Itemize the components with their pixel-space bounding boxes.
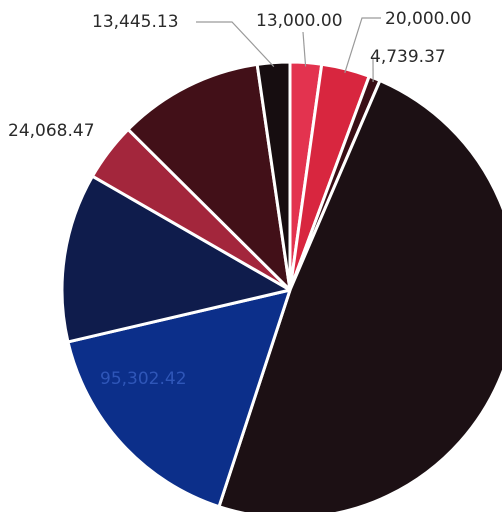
pie-slice-8 — [255, 60, 292, 292]
pie-slice-4 — [66, 288, 292, 509]
slice-label-13000: 13,000.00 — [256, 11, 343, 31]
leader-line-8 — [196, 21, 275, 68]
slice-label-20000: 20,000.00 — [385, 9, 472, 29]
slice-labels: 13,445.13 13,000.00 20,000.00 4,739.37 2… — [8, 9, 472, 389]
leader-line-1 — [344, 17, 381, 73]
slice-label-95302: 95,302.42 — [100, 369, 187, 389]
slice-label-4739: 4,739.37 — [370, 47, 446, 67]
leader-line-0 — [302, 31, 307, 67]
slice-label-13445: 13,445.13 — [92, 12, 179, 32]
slice-label-24068: 24,068.47 — [8, 121, 95, 141]
pie-slices — [60, 60, 502, 512]
pie-slice-5 — [60, 174, 292, 344]
pie-slice-3 — [217, 79, 502, 512]
pie-slice-7 — [126, 62, 292, 292]
leader-lines — [196, 17, 381, 83]
